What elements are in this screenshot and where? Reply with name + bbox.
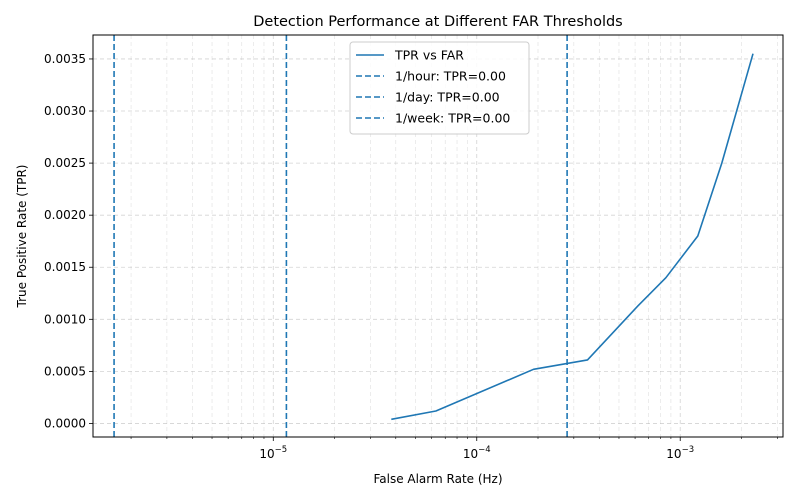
series-line [391, 53, 754, 421]
legend-label: TPR vs FAR [394, 48, 464, 63]
x-tick-label: 10−5 [259, 445, 287, 461]
legend: TPR vs FAR 1/hour: TPR=0.00 1/day: TPR=0.0… [349, 41, 530, 135]
grid [93, 35, 783, 437]
plot-frame [92, 34, 784, 438]
y-tick-label: 0.0025 [44, 156, 86, 170]
y-tick-label: 0.0020 [44, 208, 86, 222]
legend-box [349, 41, 530, 135]
y-tick-label: 0.0015 [44, 260, 86, 274]
legend-label: 1/hour: TPR=0.00 [395, 69, 506, 84]
threshold-lines [113, 35, 568, 437]
legend-label: 1/week: TPR=0.00 [395, 111, 510, 126]
x-tick-label: 10−3 [666, 445, 694, 461]
legend-label: 1/day: TPR=0.00 [395, 90, 500, 105]
y-tick-label: 0.0030 [44, 104, 86, 118]
chart-title: Detection Performance at Different FAR T… [253, 14, 623, 30]
axis-ticks: 10−5 10−4 10−3 0.0000 0.0005 0.0010 0.0015 0.00… [44, 52, 778, 461]
y-tick-label: 0.0000 [44, 416, 86, 430]
series-lines [391, 53, 754, 421]
y-tick-label: 0.0005 [44, 364, 86, 378]
y-tick-label: 0.0010 [44, 312, 86, 326]
x-tick-label: 10−4 [463, 445, 491, 461]
y-axis-label: True Positive Rate (TPR) [15, 165, 29, 309]
x-axis-label: False Alarm Rate (Hz) [373, 472, 502, 486]
y-tick-label: 0.0035 [44, 52, 86, 66]
